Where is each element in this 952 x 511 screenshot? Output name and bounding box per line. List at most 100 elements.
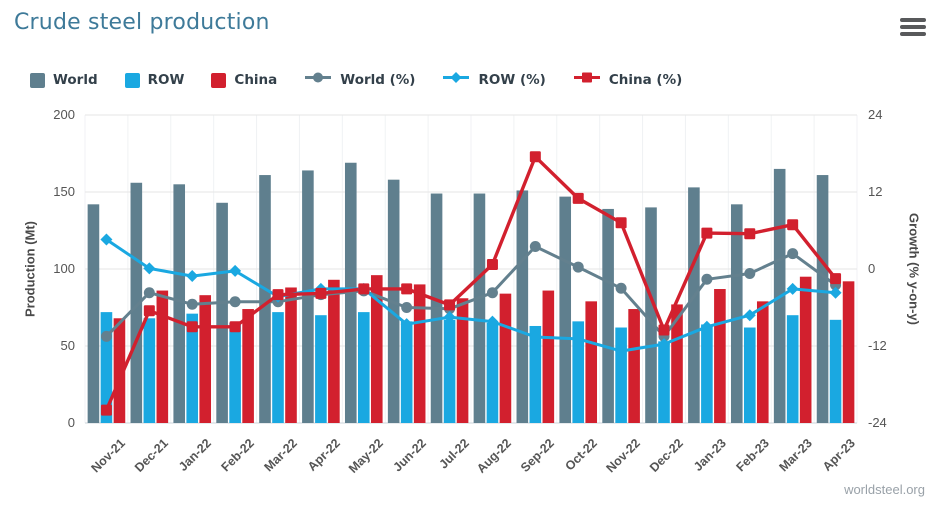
bar-china[interactable]: [671, 304, 683, 423]
bar-china[interactable]: [799, 276, 812, 423]
bar-row[interactable]: [229, 322, 241, 423]
bar-world[interactable]: [216, 202, 228, 423]
point-china[interactable]: [572, 192, 584, 204]
bar-china[interactable]: [499, 293, 512, 423]
credit-link[interactable]: worldsteel.org: [844, 482, 925, 497]
bar-world[interactable]: [473, 193, 486, 423]
bar-china[interactable]: [285, 287, 297, 423]
point-china[interactable]: [272, 289, 284, 301]
bar-row[interactable]: [400, 321, 413, 423]
bar-china[interactable]: [242, 309, 254, 423]
bar-china[interactable]: [542, 290, 555, 423]
bar-row[interactable]: [143, 318, 156, 423]
point-row[interactable]: [658, 338, 670, 351]
point-row[interactable]: [486, 315, 499, 328]
point-row[interactable]: [229, 264, 242, 277]
bar-china[interactable]: [756, 301, 769, 423]
bar-world[interactable]: [816, 175, 829, 423]
bar-world[interactable]: [602, 208, 614, 423]
bar-world[interactable]: [87, 204, 100, 423]
point-world[interactable]: [143, 287, 155, 299]
bar-row[interactable]: [786, 315, 799, 423]
bar-row[interactable]: [186, 313, 199, 423]
point-row[interactable]: [786, 282, 799, 295]
bar-row[interactable]: [315, 315, 327, 423]
point-china[interactable]: [143, 305, 155, 317]
bar-row[interactable]: [743, 327, 756, 423]
bar-china[interactable]: [714, 289, 726, 423]
bar-world[interactable]: [730, 204, 743, 423]
bar-row[interactable]: [529, 325, 542, 423]
point-china[interactable]: [229, 321, 241, 333]
point-row[interactable]: [829, 286, 842, 299]
point-row[interactable]: [572, 332, 585, 345]
bar-china[interactable]: [113, 318, 126, 423]
point-world[interactable]: [615, 282, 627, 294]
point-world[interactable]: [744, 267, 756, 279]
point-china[interactable]: [358, 283, 370, 295]
point-china[interactable]: [701, 227, 713, 239]
bar-world[interactable]: [645, 207, 657, 423]
point-china[interactable]: [100, 404, 112, 416]
point-china[interactable]: [658, 324, 670, 336]
point-row[interactable]: [443, 311, 456, 324]
point-china[interactable]: [186, 321, 198, 333]
legend-item-china[interactable]: China: [211, 72, 277, 88]
bar-row[interactable]: [100, 312, 113, 423]
bar-world[interactable]: [173, 184, 186, 423]
point-china[interactable]: [615, 217, 627, 229]
point-row[interactable]: [529, 331, 542, 344]
bar-china[interactable]: [456, 298, 469, 423]
point-china[interactable]: [486, 259, 498, 271]
point-row[interactable]: [100, 233, 113, 246]
point-china[interactable]: [744, 228, 756, 240]
point-world[interactable]: [787, 248, 799, 260]
point-china[interactable]: [830, 273, 842, 285]
bar-china[interactable]: [156, 290, 169, 423]
legend-item-world[interactable]: World (%): [304, 70, 415, 90]
bar-china[interactable]: [842, 281, 855, 423]
point-row[interactable]: [615, 345, 628, 358]
point-row[interactable]: [143, 262, 156, 275]
legend-item-china[interactable]: China (%): [573, 70, 682, 90]
bar-china[interactable]: [413, 284, 426, 423]
bar-row[interactable]: [357, 312, 370, 423]
bar-row[interactable]: [701, 324, 713, 423]
bar-row[interactable]: [829, 319, 842, 423]
bar-row[interactable]: [658, 341, 670, 423]
point-china[interactable]: [529, 151, 541, 163]
point-world[interactable]: [572, 261, 584, 273]
point-world[interactable]: [529, 241, 541, 253]
point-world[interactable]: [100, 330, 112, 342]
bar-row[interactable]: [443, 319, 456, 423]
point-world[interactable]: [401, 302, 413, 313]
point-world[interactable]: [486, 287, 498, 299]
point-row[interactable]: [700, 320, 713, 333]
point-world[interactable]: [701, 273, 713, 285]
point-world[interactable]: [186, 298, 198, 310]
legend-item-row[interactable]: ROW: [124, 72, 184, 88]
bar-china[interactable]: [328, 279, 340, 423]
bar-row[interactable]: [615, 327, 627, 423]
point-row[interactable]: [186, 270, 199, 283]
bar-world[interactable]: [688, 187, 700, 423]
bar-china[interactable]: [585, 301, 598, 423]
point-china[interactable]: [401, 283, 413, 295]
point-world[interactable]: [229, 296, 241, 308]
bar-china[interactable]: [628, 309, 640, 423]
bar-row[interactable]: [486, 322, 499, 423]
point-china[interactable]: [444, 299, 456, 311]
point-row[interactable]: [743, 309, 756, 322]
point-row[interactable]: [400, 318, 413, 331]
point-china[interactable]: [315, 287, 327, 299]
hamburger-icon[interactable]: [900, 18, 926, 36]
bar-world[interactable]: [559, 196, 572, 423]
point-china[interactable]: [787, 219, 799, 231]
legend-item-world[interactable]: World: [30, 72, 98, 88]
bar-china[interactable]: [370, 275, 383, 423]
legend-item-row[interactable]: ROW (%): [442, 70, 546, 90]
bar-china[interactable]: [199, 295, 212, 423]
bar-world[interactable]: [259, 175, 271, 423]
bar-world[interactable]: [130, 182, 143, 423]
bar-world[interactable]: [516, 190, 529, 423]
